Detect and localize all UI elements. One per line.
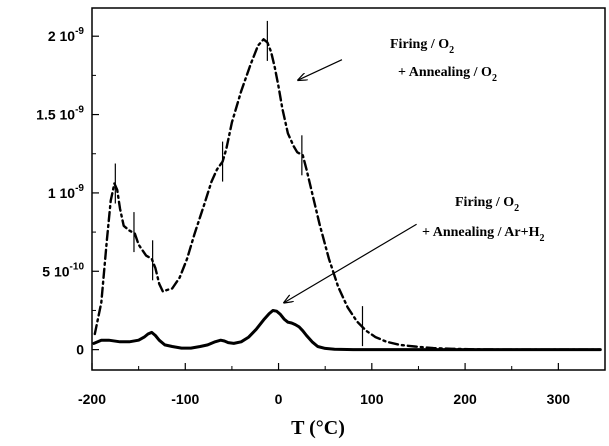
x-tick-label: -100	[171, 391, 199, 407]
y-tick-label: 0	[76, 342, 84, 358]
x-tick-label: 200	[453, 391, 477, 407]
annotation-line1: Firing / O2	[455, 195, 519, 214]
plot-frame	[91, 7, 606, 371]
x-tick-label: 300	[547, 391, 571, 407]
x-tick-label: 0	[275, 391, 283, 407]
y-tick-label: 5 10-10	[42, 261, 84, 279]
annotation-layer: Firing / O2 + Annealing / O2 Firing / O2 + …	[284, 37, 544, 303]
annotation-2: Firing / O2 + Annealing / Ar+H2	[284, 195, 544, 303]
marker-layer	[114, 20, 364, 347]
annotation-arrow	[284, 223, 417, 302]
series-line-1	[93, 38, 602, 351]
x-tick-label: 100	[360, 391, 384, 407]
y-axis-ticks: 0 5 10-10 1 10-9 1.5 10-9 2 10-9	[36, 26, 99, 358]
y-tick-label: 1 10-9	[48, 183, 85, 201]
x-axis-label: T (°C)	[291, 417, 345, 439]
annotation-line2: + Annealing / Ar+H2	[422, 225, 544, 244]
annotation-line2: + Annealing / O2	[398, 65, 497, 84]
x-axis-ticks: -200 -100 0 100 200 300	[78, 363, 570, 407]
y-tick-label: 1.5 10-9	[36, 105, 84, 123]
series-layer	[92, 38, 602, 352]
annotation-1: Firing / O2 + Annealing / O2	[298, 37, 497, 84]
annotation-line1: Firing / O2	[390, 37, 454, 56]
series-line-2	[92, 309, 602, 352]
y-tick-label: 2 10-9	[48, 26, 85, 44]
x-tick-label: -200	[78, 391, 106, 407]
annotation-arrow	[298, 59, 343, 80]
